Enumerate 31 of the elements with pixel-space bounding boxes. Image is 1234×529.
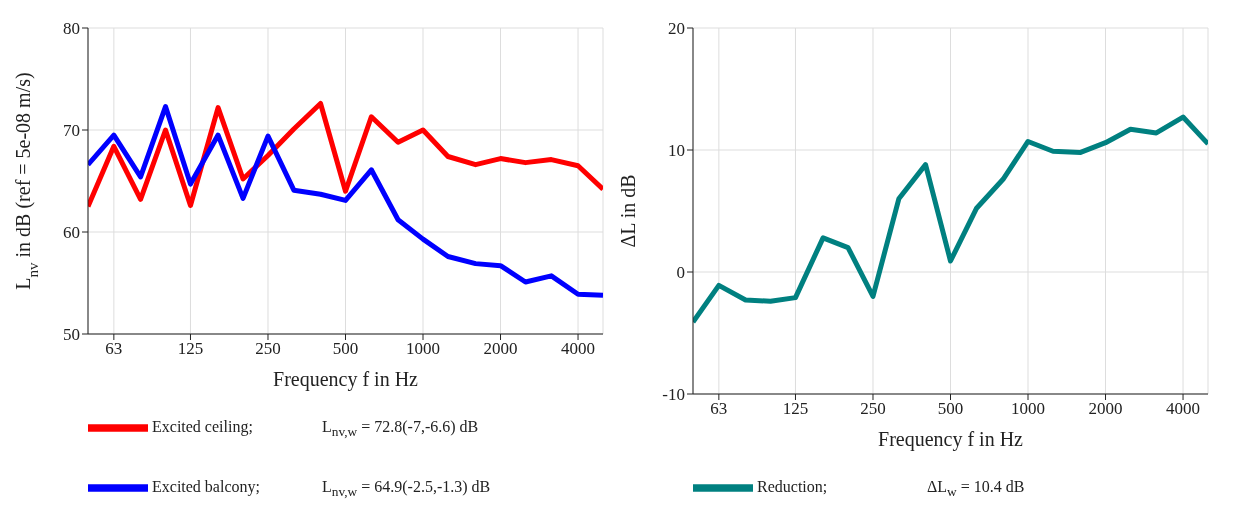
y-tick-label: 50 <box>63 325 80 345</box>
legend-label: Excited balcony; <box>152 476 261 498</box>
x-tick-label: 2000 <box>1088 399 1123 419</box>
y-tick-label: 20 <box>668 19 685 39</box>
x-tick-label: 63 <box>105 339 123 359</box>
x-tick-label: 2000 <box>483 339 518 359</box>
x-tick-label: 500 <box>332 339 359 359</box>
legend-label: Reduction; <box>757 476 829 497</box>
legend-label: Excited ceiling; <box>152 416 254 438</box>
text: L$_{nv,w}$ = 72.8(-7,-6.6) dB <box>322 417 479 439</box>
x-tick-label: 500 <box>937 399 964 419</box>
x-tick-label: 125 <box>177 339 204 359</box>
y-tick-label: 70 <box>63 121 80 141</box>
text: ΔL$_{w}$ = 10.4 dB <box>927 477 1025 499</box>
x-tick-label: 250 <box>860 399 886 419</box>
x-tick-label: 1000 <box>1011 399 1046 419</box>
x-tick-label: 1000 <box>406 339 441 359</box>
y-tick-label: 80 <box>63 19 80 39</box>
y-tick-label: -10 <box>662 385 685 405</box>
y-tick-label: 60 <box>63 223 80 243</box>
x-tick-label: 63 <box>710 399 728 419</box>
y-axis-title: ΔL in dB <box>617 174 639 248</box>
x-tick-label: 4000 <box>1166 399 1201 419</box>
x-tick-label: 250 <box>255 339 281 359</box>
y-tick-label: 10 <box>668 141 685 161</box>
text: L$_{nv,w}$ = 64.9(-2.5,-1.3) dB <box>322 477 491 499</box>
y-tick-label: 0 <box>676 263 685 283</box>
x-tick-label: 125 <box>782 399 809 419</box>
x-tick-label: 4000 <box>561 339 596 359</box>
x-axis-title: Frequency f in Hz <box>273 368 419 391</box>
x-axis-title: Frequency f in Hz <box>878 428 1024 451</box>
